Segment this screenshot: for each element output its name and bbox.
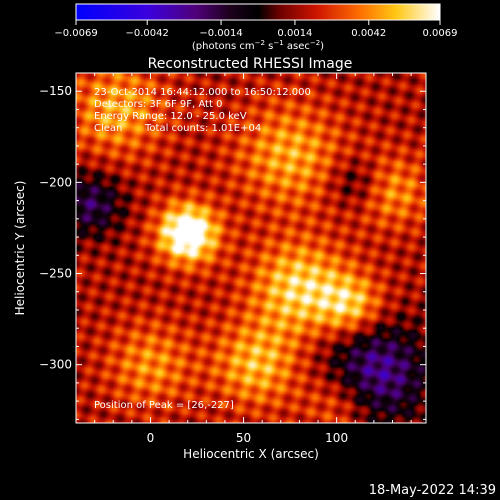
colorbar: −0.0069 −0.0042 −0.0014 0.0014 0.0042 0.0069 … — [54, 3, 458, 52]
colorbar-tick-label: 0.0014 — [277, 28, 312, 39]
y-axis-label: Heliocentric Y (arcsec) — [13, 181, 27, 316]
timestamp-footer: 18-May-2022 14:39 — [368, 483, 496, 498]
detectors-label: Detectors: 3F 6F 9F, Att 0 — [94, 99, 222, 110]
x-tick-label: 50 — [236, 431, 251, 445]
chart-title: Reconstructed RHESSI Image — [148, 56, 353, 72]
x-tick-label: 0 — [147, 431, 155, 445]
energy-range-label: Energy Range: 12.0 - 25.0 keV — [94, 111, 247, 122]
time-range-label: 23-Oct-2014 16:44:12.000 to 16:50:12.000 — [94, 87, 311, 98]
heatmap-image — [76, 73, 426, 423]
colorbar-tick-label: 0.0069 — [423, 28, 458, 39]
colorbar-tick-label: −0.0042 — [126, 28, 169, 39]
colorbar-gradient — [76, 4, 440, 20]
y-tick-label: −150 — [39, 84, 72, 98]
x-axis-label: Heliocentric X (arcsec) — [183, 447, 319, 461]
method-label: Clean — [94, 123, 122, 134]
plot-frame — [75, 72, 427, 424]
total-counts-label: Total counts: 1.01E+04 — [144, 123, 261, 134]
colorbar-ticks: −0.0069 −0.0042 −0.0014 0.0014 0.0042 0.0069 — [54, 20, 458, 39]
y-tick-label: −250 — [39, 267, 72, 281]
y-tick-label: −200 — [39, 175, 72, 189]
x-tick-label: 100 — [325, 431, 348, 445]
colorbar-tick-label: −0.0014 — [199, 28, 242, 39]
colorbar-units: (photons cm−2 s−1 asec−2) — [192, 39, 324, 52]
x-axis-ticks: 0 50 100 — [94, 73, 412, 445]
colorbar-tick-label: −0.0069 — [54, 28, 97, 39]
colorbar-tick-label: 0.0042 — [351, 28, 386, 39]
annotation-block: 23-Oct-2014 16:44:12.000 to 16:50:12.000… — [94, 87, 311, 411]
y-axis-ticks: −150 −200 −250 −300 — [39, 72, 426, 420]
peak-position-label: Position of Peak = [26,-227] — [94, 400, 234, 411]
y-tick-label: −300 — [39, 358, 72, 372]
